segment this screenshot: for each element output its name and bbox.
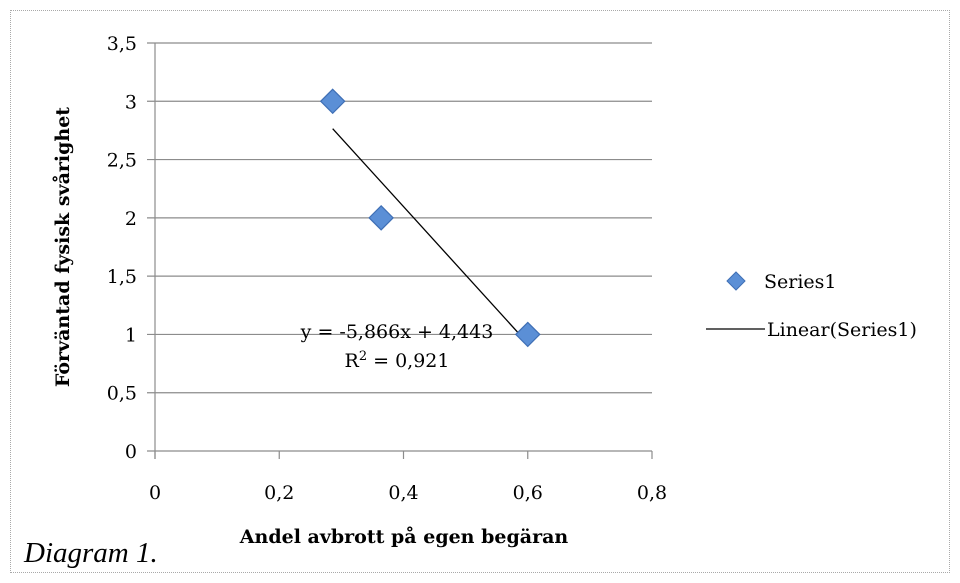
y-tick-label: 0	[125, 441, 137, 463]
legend-label-series1: Series1	[764, 271, 837, 293]
y-tick-label: 2,5	[107, 150, 137, 172]
figure-caption: Diagram 1.	[24, 537, 158, 569]
x-tick-label: 0	[149, 482, 161, 504]
y-tick-label: 3	[125, 91, 137, 113]
x-axis-title: Andel avbrott på egen begäran	[239, 525, 569, 548]
r-squared-label: R2 = 0,921	[345, 349, 450, 373]
x-tick-label: 0,4	[388, 482, 418, 504]
y-tick-label: 3,5	[107, 33, 137, 55]
y-tick-label: 1	[125, 324, 137, 346]
data-point	[368, 205, 394, 231]
x-tick-label: 0,2	[264, 482, 294, 504]
chart-frame: 0 0,5 1 1,5 2 2,5 3 3,5 0 0,2 0,4 0,6 0,8 Andel avbro…	[10, 10, 950, 573]
data-point	[319, 88, 346, 115]
data-point	[514, 321, 541, 348]
y-tick-label: 2	[125, 208, 137, 230]
legend-marker-series1	[726, 271, 746, 291]
trendline-equation: y = -5,866x + 4,443	[300, 321, 494, 343]
y-tick-label: 1,5	[107, 266, 137, 288]
trendline	[332, 128, 529, 344]
y-tick-label: 0,5	[107, 383, 137, 405]
x-tick-label: 0,6	[513, 482, 543, 504]
legend-label-trendline: Linear(Series1)	[767, 319, 917, 341]
x-tick-label: 0,8	[637, 482, 667, 504]
y-axis-title: Förväntad fysisk svårighet	[51, 107, 74, 387]
scatter-chart: 0 0,5 1 1,5 2 2,5 3 3,5 0 0,2 0,4 0,6 0,8 Andel avbro…	[51, 33, 917, 548]
